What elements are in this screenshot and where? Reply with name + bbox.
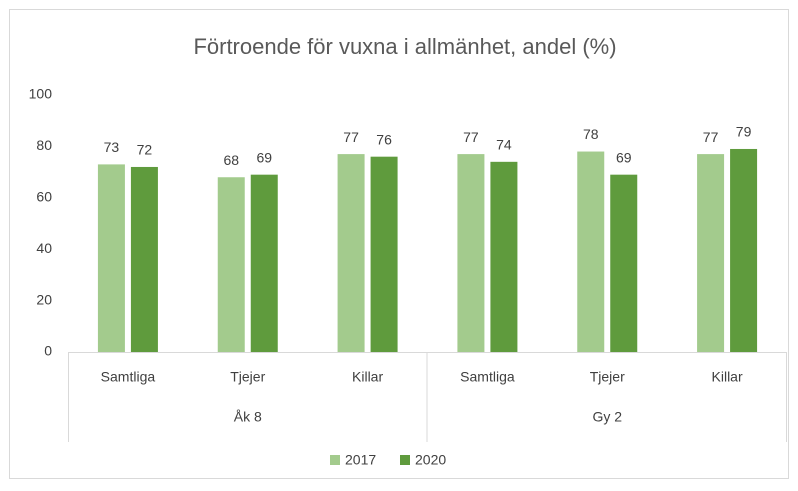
bar [217, 177, 245, 352]
bar [577, 151, 605, 352]
group-label: Gy 2 [592, 409, 622, 425]
x-tick-label: Killar [352, 369, 383, 385]
legend-swatch [330, 455, 340, 465]
y-tick-label: 80 [36, 137, 52, 153]
legend-swatch [400, 455, 410, 465]
data-label: 69 [256, 149, 272, 165]
legend-label: 2020 [415, 452, 446, 468]
bar [97, 164, 125, 352]
data-label: 78 [583, 126, 599, 142]
y-tick-label: 0 [44, 343, 52, 359]
data-label: 69 [616, 149, 632, 165]
y-tick-label: 40 [36, 240, 52, 256]
bar [370, 156, 398, 352]
x-tick-label: Samtliga [101, 369, 156, 385]
y-tick-label: 20 [36, 291, 52, 307]
bar [490, 161, 518, 352]
data-label: 76 [376, 131, 392, 147]
bar [730, 148, 758, 352]
bar [337, 154, 365, 352]
bar [610, 174, 638, 352]
data-label: 73 [104, 139, 120, 155]
y-tick-label: 60 [36, 189, 52, 205]
legend-label: 2017 [345, 452, 376, 468]
bar [457, 154, 485, 352]
x-tick-label: Killar [712, 369, 743, 385]
data-label: 68 [223, 152, 239, 168]
x-tick-label: Tjejer [590, 369, 625, 385]
data-label: 72 [137, 142, 153, 158]
x-tick-label: Samtliga [460, 369, 515, 385]
x-tick-label: Tjejer [230, 369, 265, 385]
chart-frame [9, 9, 789, 479]
chart-title: Förtroende för vuxna i allmänhet, andel … [193, 34, 616, 59]
bar [130, 166, 158, 352]
data-label: 77 [463, 129, 479, 145]
data-label: 77 [343, 129, 359, 145]
data-label: 79 [736, 124, 752, 140]
bar [250, 174, 278, 352]
group-label: Åk 8 [234, 409, 262, 425]
y-tick-label: 100 [29, 86, 53, 102]
data-label: 77 [703, 129, 719, 145]
bar [697, 154, 725, 352]
data-label: 74 [496, 137, 512, 153]
